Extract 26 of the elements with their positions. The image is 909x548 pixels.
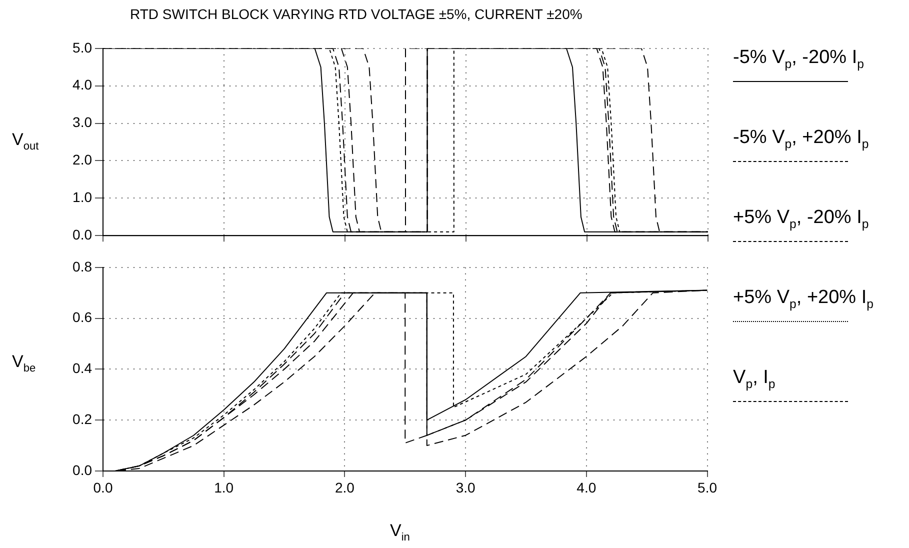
y-tick-label: 0.0 [72,226,92,242]
x-tick-label: 0.0 [93,479,113,496]
y-axis-title: V$_{out}$ [12,130,39,152]
text: +5% V$_{p}$, +20% I$_{p}$ [733,287,875,311]
x-tick-label: 2.0 [334,479,355,496]
chart-title: RTD SWITCH BLOCK VARYING RTD VOLTAGE ±5%, CURRENT ±20% [130,6,582,22]
y-tick-label: 0.0 [72,462,92,478]
text: V$_{p}$, I$_{p}$ [733,367,776,391]
y-tick-label: 0.6 [72,309,92,326]
y-tick-label: 0.2 [72,410,92,427]
y-tick-label: 5.0 [72,39,92,56]
text: -5% V$_{p}$, +20% I$_{p}$ [733,127,870,151]
y-tick-label: 0.4 [72,360,92,376]
y-tick-label: 2.0 [72,152,92,168]
y-tick-label: 3.0 [72,114,92,130]
x-tick-label: 5.0 [698,479,718,496]
x-tick-label: 3.0 [456,479,476,496]
x-tick-label: 4.0 [576,479,596,496]
y-tick-label: 1.0 [72,189,92,206]
x-tick-label: 1.0 [214,479,234,496]
y-tick-label: 4.0 [72,76,92,93]
series-label: +5% V$_{p}$, -20% I$_{p}$ [733,207,870,231]
text: -5% V$_{p}$, -20% I$_{p}$ [733,47,865,71]
x-axis-title: V$_{in}$ [390,521,410,544]
y-tick-label: 0.8 [72,258,92,274]
y-axis-title: V$_{be}$ [12,352,36,374]
